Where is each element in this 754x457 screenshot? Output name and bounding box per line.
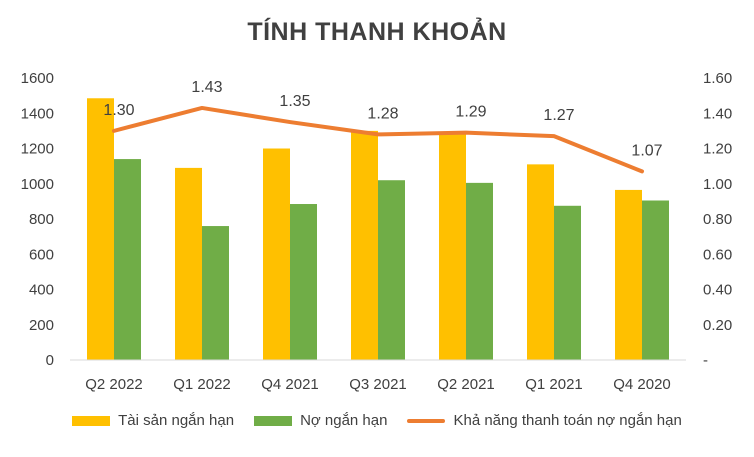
y-right-tick-label: -: [703, 352, 708, 369]
bar-assets: [87, 98, 114, 361]
legend-item-assets: Tài sản ngắn hạn: [72, 412, 234, 429]
x-tick-label: Q2 2021: [437, 376, 495, 393]
data-label-ratio: 1.27: [543, 107, 574, 124]
bar-liabilities: [290, 204, 317, 360]
bar-liabilities: [466, 182, 493, 360]
legend-swatch-liabilities: [254, 415, 293, 426]
y-left-tick-label: 400: [29, 282, 54, 299]
data-label-ratio: 1.30: [103, 102, 134, 119]
y-right-tick-label: 1.60: [703, 70, 732, 87]
y-left-tick-label: 1400: [21, 105, 54, 122]
data-label-ratio: 1.29: [455, 104, 486, 121]
y-left-tick-label: 1200: [21, 141, 54, 158]
y-left-tick-label: 0: [46, 352, 54, 369]
legend-label-ratio: Khả năng thanh toán nợ ngắn hạn: [453, 412, 682, 429]
legend-item-ratio: Khả năng thanh toán nợ ngắn hạn: [407, 412, 682, 429]
y-left-tick-label: 200: [29, 317, 54, 334]
y-left-tick-label: 800: [29, 211, 54, 228]
bar-liabilities: [202, 226, 229, 360]
y-left-tick-label: 1600: [21, 70, 54, 87]
bar-assets: [175, 167, 202, 360]
y-right-tick-label: 1.20: [703, 141, 732, 158]
legend-label-assets: Tài sản ngắn hạn: [118, 412, 235, 429]
bar-assets: [527, 164, 554, 360]
data-label-ratio: 1.28: [367, 105, 398, 122]
x-tick-label: Q1 2021: [525, 376, 583, 393]
y-right-tick-label: 1.00: [703, 176, 732, 193]
bar-assets: [351, 130, 378, 360]
bar-liabilities: [378, 180, 405, 360]
y-left-tick-label: 600: [29, 246, 54, 263]
data-label-ratio: 1.43: [191, 79, 222, 96]
x-tick-label: Q2 2022: [85, 376, 143, 393]
legend-swatch-assets: [72, 415, 111, 426]
y-right-tick-label: 0.20: [703, 317, 732, 334]
x-tick-label: Q4 2020: [613, 376, 671, 393]
bar-liabilities: [114, 159, 141, 360]
bar-liabilities: [642, 200, 669, 360]
y-right-tick-label: 1.40: [703, 105, 732, 122]
y-right-tick-label: 0.80: [703, 211, 732, 228]
legend: Tài sản ngắn hạn Nợ ngắn hạn Khả năng th…: [0, 412, 754, 429]
legend-item-liabilities: Nợ ngắn hạn: [254, 412, 387, 429]
legend-label-liabilities: Nợ ngắn hạn: [300, 412, 388, 429]
y-right-tick-label: 0.40: [703, 282, 732, 299]
data-label-ratio: 1.07: [631, 142, 662, 159]
bar-assets: [615, 189, 642, 360]
y-right-tick-label: 0.60: [703, 246, 732, 263]
data-label-ratio: 1.35: [279, 93, 310, 110]
bar-assets: [439, 132, 466, 360]
legend-swatch-ratio: [407, 418, 446, 423]
chart-title: TÍNH THANH KHOẢN: [247, 18, 507, 46]
x-tick-label: Q3 2021: [349, 376, 407, 393]
x-tick-label: Q4 2021: [261, 376, 319, 393]
bar-liabilities: [554, 205, 581, 360]
chart-plot: 0 200 400 600 800 1000 1200 1400 1600 - 0.20 0.40 0.…: [21, 70, 733, 393]
bar-assets: [263, 148, 290, 360]
x-tick-label: Q1 2022: [173, 376, 231, 393]
line-ratio: [112, 105, 644, 174]
y-left-tick-label: 1000: [21, 176, 54, 193]
